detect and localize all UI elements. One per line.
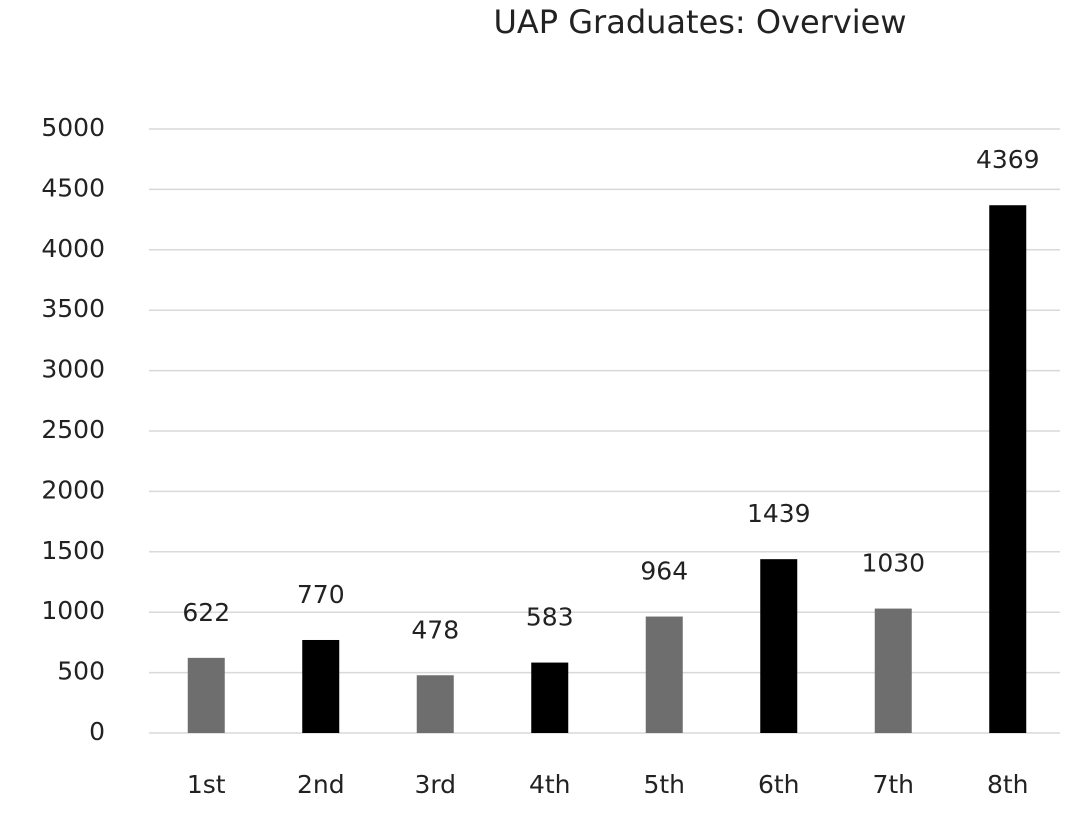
- value-label: 4369: [976, 145, 1040, 174]
- y-tick-label: 3500: [41, 294, 105, 323]
- x-tick-label: 2nd: [297, 770, 345, 799]
- x-tick-label: 4th: [529, 770, 571, 799]
- bar: [989, 205, 1027, 733]
- bar: [760, 559, 798, 733]
- bar: [187, 657, 225, 733]
- x-tick-label: 1st: [187, 770, 226, 799]
- value-label: 770: [297, 580, 345, 609]
- value-label: 1439: [747, 499, 811, 528]
- y-tick-label: 2500: [41, 415, 105, 444]
- x-tick-label: 5th: [643, 770, 685, 799]
- bar: [645, 616, 683, 733]
- value-label: 583: [526, 603, 574, 632]
- y-tick-label: 1500: [41, 536, 105, 565]
- value-label: 478: [411, 615, 459, 644]
- x-tick-label: 3rd: [414, 770, 456, 799]
- x-tick-label: 7th: [872, 770, 914, 799]
- y-tick-label: 2000: [41, 475, 105, 504]
- value-label: 964: [640, 557, 688, 586]
- bar: [302, 639, 340, 733]
- x-tick-label: 6th: [758, 770, 800, 799]
- y-tick-label: 500: [57, 657, 105, 686]
- y-tick-label: 3000: [41, 355, 105, 384]
- value-label: 1030: [861, 549, 925, 578]
- bar: [874, 608, 912, 733]
- y-tick-label: 4000: [41, 234, 105, 263]
- value-label: 622: [182, 598, 230, 627]
- y-tick-label: 4500: [41, 173, 105, 202]
- y-tick-label: 0: [89, 717, 105, 746]
- y-tick-label: 1000: [41, 596, 105, 625]
- x-tick-label: 8th: [987, 770, 1029, 799]
- bar: [531, 662, 569, 733]
- y-tick-label: 5000: [41, 113, 105, 142]
- chart-title: UAP Graduates: Overview: [493, 3, 906, 41]
- bar: [416, 675, 454, 733]
